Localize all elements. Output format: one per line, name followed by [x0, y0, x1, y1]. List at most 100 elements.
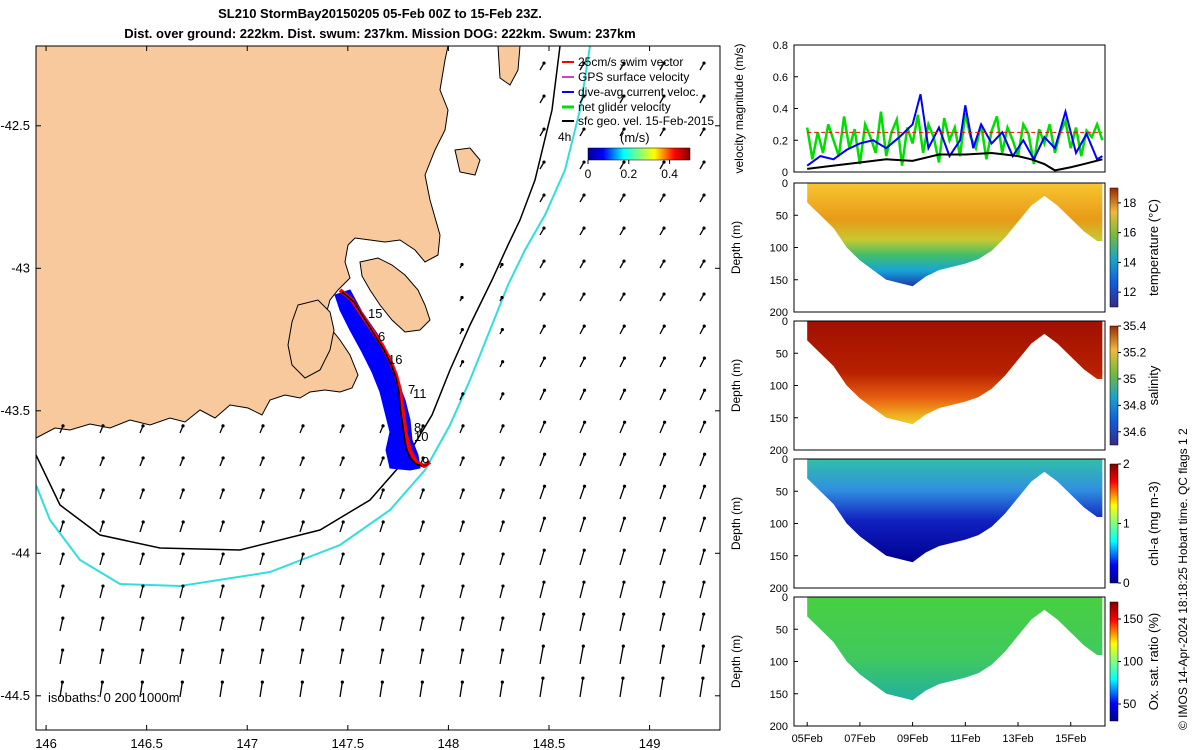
current-vector-head [500, 295, 504, 300]
current-vector [419, 617, 424, 632]
current-vector-head [622, 193, 626, 197]
velocity-axes [793, 44, 1106, 173]
current-vector-head [101, 616, 105, 620]
current-vector-head [542, 61, 546, 65]
current-vector-head [461, 360, 465, 364]
current-vector [539, 550, 545, 566]
current-vector-head [542, 226, 546, 230]
current-vector-head [501, 616, 505, 620]
current-vector [59, 617, 64, 632]
current-vector [299, 649, 304, 665]
current-vector [299, 682, 303, 698]
current-vector [219, 617, 224, 632]
section-ytick-label: 50 [776, 486, 788, 498]
current-vector [539, 678, 544, 698]
current-vector-head [662, 548, 666, 552]
current-vector-head [261, 520, 265, 524]
current-vector-head [341, 520, 345, 524]
velocity-series [806, 93, 1103, 167]
current-vector-head [301, 648, 305, 652]
current-vector-head [181, 456, 185, 460]
section-ytick-label: 200 [770, 307, 788, 319]
current-vector [499, 649, 504, 665]
isobath-200m [36, 46, 561, 551]
current-vector [699, 357, 705, 368]
current-vector-head [460, 680, 464, 684]
current-vector-head [460, 328, 464, 332]
current-vector-head [101, 488, 105, 492]
section-ytick-label: 100 [770, 519, 788, 531]
current-vector [579, 453, 586, 467]
section-colorbar-tick-label: 50 [1123, 697, 1137, 711]
current-vector-head [180, 680, 184, 684]
current-vector-head [181, 648, 185, 652]
current-vector-head [582, 548, 586, 552]
current-vector-head [702, 420, 707, 424]
current-vector-head [501, 584, 505, 588]
current-vector-head [662, 452, 667, 456]
current-vector-head [261, 552, 265, 556]
current-vector [619, 646, 624, 665]
current-vector-head [461, 488, 465, 492]
section-colorbar-tick-label: 16 [1123, 226, 1137, 240]
section-colorbar-tick-label: 0 [1123, 576, 1130, 590]
current-vector-head [381, 456, 385, 460]
current-vector-head [101, 584, 105, 588]
current-vector-head [622, 388, 627, 392]
section-colorbar-tick-label: 12 [1123, 285, 1137, 299]
current-vector-head [662, 356, 666, 360]
current-vector [499, 682, 503, 698]
chart-title-line2: Dist. over ground: 222km. Dist. swum: 23… [124, 26, 636, 41]
current-vector [619, 550, 625, 566]
section-colorbar-tick-label: 1 [1123, 517, 1130, 531]
current-vector-head [662, 94, 666, 98]
map-ytick-label: -44 [11, 545, 30, 560]
current-vector [499, 521, 504, 533]
current-vector [699, 453, 706, 467]
current-vector-head [341, 584, 345, 588]
current-vector [179, 521, 184, 533]
current-vector-head [542, 127, 546, 131]
current-vector-head [702, 259, 706, 263]
current-vector [179, 649, 184, 665]
current-vector-head [61, 488, 65, 492]
section-colorbar-tick-label: 2 [1123, 457, 1130, 471]
section-xtick-label: 11Feb [950, 733, 980, 745]
current-vector-head [582, 516, 586, 520]
section-xtick-label: 09Feb [897, 733, 928, 745]
current-vector [619, 518, 626, 533]
current-vector-head [181, 520, 185, 524]
section-ytick-label: 0 [782, 178, 788, 190]
current-vector-head [221, 456, 225, 460]
current-vector-head [141, 456, 145, 460]
current-vector-head [381, 616, 385, 620]
current-vector [659, 550, 665, 566]
land-maria-island [497, 46, 521, 86]
current-vector-head [582, 292, 586, 296]
current-vector [59, 682, 63, 698]
current-vector-head [582, 127, 586, 131]
current-vector [579, 678, 584, 698]
current-vector [99, 521, 104, 533]
current-vector-head [661, 676, 665, 680]
map-ytick-label: -43.5 [0, 403, 30, 418]
current-vector-head [421, 648, 425, 652]
current-vector [339, 585, 344, 599]
current-vector-head [582, 193, 586, 197]
current-vector-head [622, 356, 626, 360]
day-label-6: 6 [378, 329, 385, 344]
current-vector-head [622, 420, 627, 424]
current-vector [579, 357, 585, 368]
section-ytick-label: 50 [776, 210, 788, 222]
current-vector [139, 585, 144, 599]
current-vector [579, 550, 585, 566]
section-ytick-label: 200 [770, 445, 788, 457]
current-vector [699, 389, 706, 401]
current-vector [219, 585, 224, 599]
current-vector-head [622, 259, 626, 263]
current-vector [219, 521, 224, 533]
current-vector-head [461, 424, 465, 428]
section-frame [793, 458, 1106, 589]
current-vector-head [582, 160, 586, 164]
current-vector [99, 553, 104, 566]
